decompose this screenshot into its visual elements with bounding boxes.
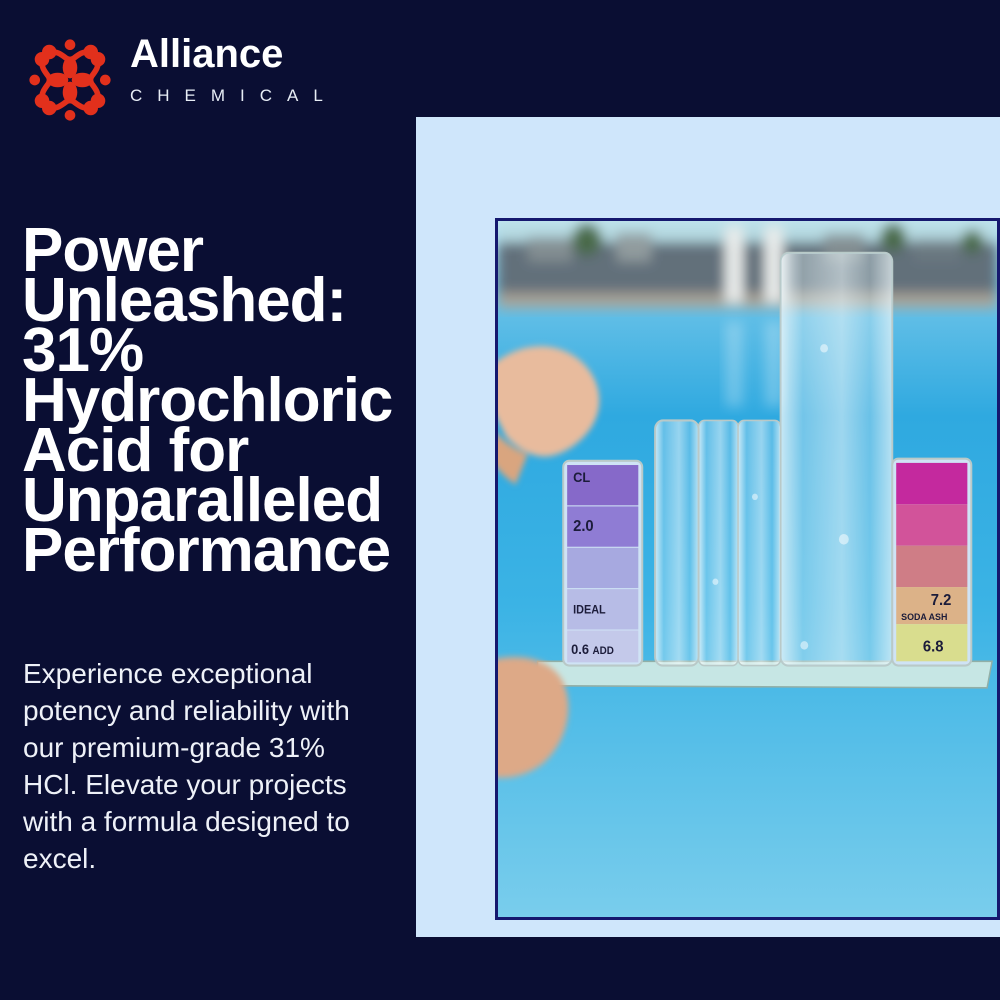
svg-text:CL: CL [573, 470, 590, 486]
svg-text:6.8: 6.8 [923, 638, 944, 656]
svg-text:7.2: 7.2 [931, 592, 952, 610]
svg-text:2.0: 2.0 [573, 517, 594, 535]
svg-text:IDEAL: IDEAL [573, 604, 606, 616]
svg-text:SODA ASH: SODA ASH [901, 612, 948, 622]
